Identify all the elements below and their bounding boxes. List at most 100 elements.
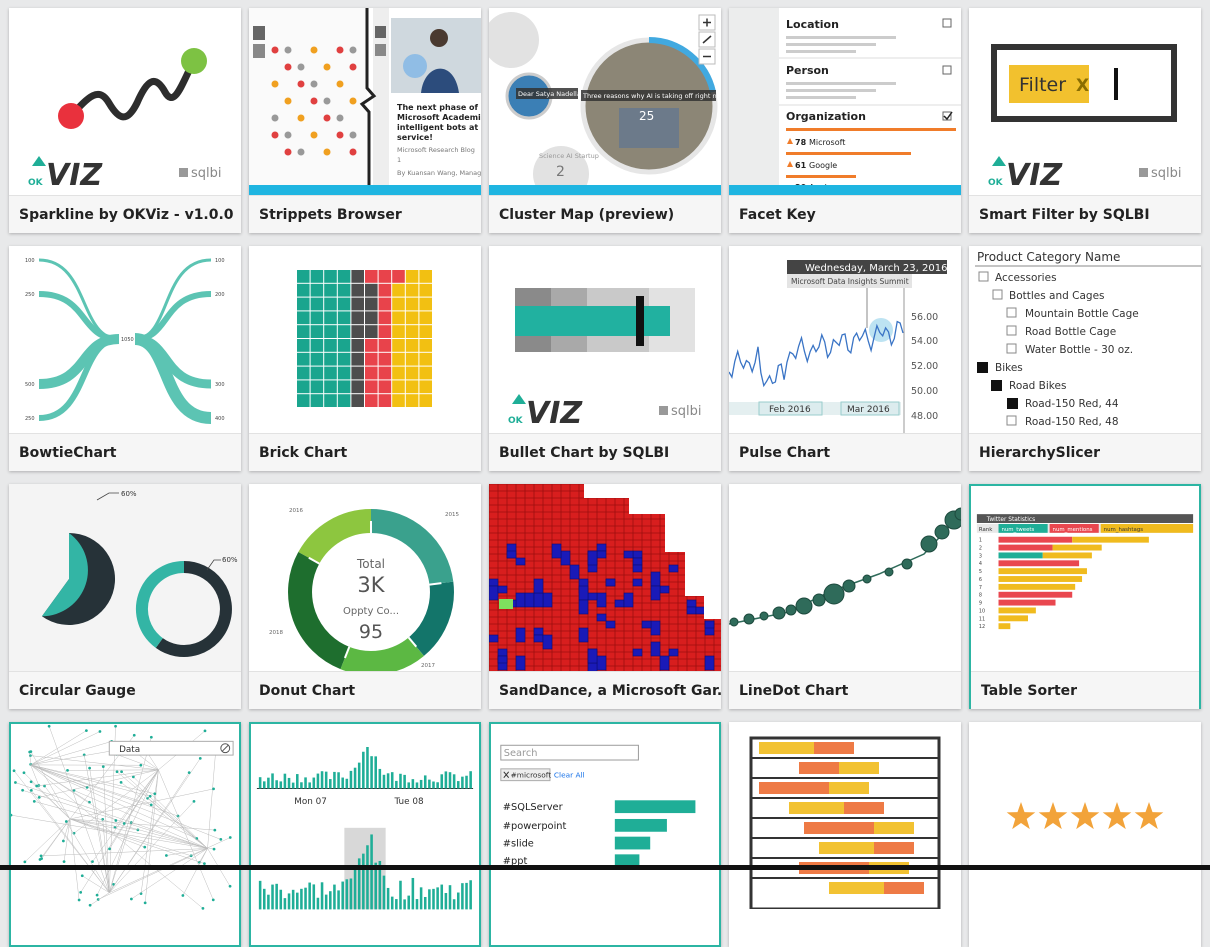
card-title: Brick Chart <box>249 433 481 471</box>
decoration <box>445 893 448 909</box>
decoration <box>424 775 427 788</box>
decoration <box>311 47 318 54</box>
decoration <box>1007 802 1036 829</box>
visual-card[interactable]: Data <box>9 722 241 947</box>
decoration <box>65 820 68 823</box>
decoration <box>419 325 432 338</box>
decoration <box>365 298 378 311</box>
decoration <box>543 635 552 649</box>
bowtie-label: 250 <box>25 416 35 422</box>
decoration <box>102 765 105 768</box>
decoration <box>588 649 597 663</box>
visual-card[interactable]: Search #microsoft Clear All #SQLServer #… <box>489 722 721 947</box>
visual-card[interactable]: Wednesday, March 23, 2016 Microsoft Data… <box>729 246 961 471</box>
decoration <box>329 891 332 909</box>
visual-card[interactable]: OK VIZ sqlbi Sparkline by OKViz - v1.0.0 <box>9 8 241 233</box>
decoration <box>333 885 336 910</box>
thumbnail: Product Category Name Accessories Bottle… <box>969 246 1201 433</box>
decoration <box>705 656 714 670</box>
visual-card[interactable] <box>969 722 1201 947</box>
decoration <box>999 537 1073 543</box>
donut-center-label: Total <box>356 557 385 571</box>
visual-card[interactable]: LineDot Chart <box>729 484 961 709</box>
decoration: 1 2 3 4 5 6 7 8 9 10 11 12 <box>979 538 985 630</box>
decoration <box>597 551 606 558</box>
filter-tag[interactable]: #microsoft <box>511 771 552 780</box>
facet-count: 78 <box>795 138 807 147</box>
decoration <box>324 380 337 393</box>
visual-card[interactable]: Location Person Organization 78 Microsof… <box>729 8 961 233</box>
rank: 4 <box>979 561 982 567</box>
decoration <box>1007 398 1018 409</box>
decoration <box>123 822 126 825</box>
decoration <box>351 298 364 311</box>
decoration <box>432 782 435 789</box>
decoration <box>145 770 158 903</box>
bowtie-label: 250 <box>25 292 35 298</box>
decoration <box>395 899 398 909</box>
decoration <box>399 881 402 910</box>
card-title: Circular Gauge <box>9 671 241 709</box>
column-header: num_tweets <box>1001 527 1034 533</box>
decoration <box>272 47 279 54</box>
decoration <box>383 775 386 789</box>
decoration <box>338 394 351 407</box>
column-header: num_hashtags <box>1104 527 1144 533</box>
search-box[interactable]: Search <box>504 748 538 759</box>
visual-card[interactable]: The next phase of Microsoft Academic: in… <box>249 8 481 233</box>
visual-card[interactable]: 60% 60% Circular Gauge <box>9 484 241 709</box>
slice-label: 2016 <box>289 508 303 514</box>
decoration <box>338 325 351 338</box>
decoration <box>374 756 377 788</box>
decoration <box>29 754 32 757</box>
thumbnail <box>489 484 721 671</box>
tooltip-text: Microsoft Data Insights Summit <box>791 277 909 286</box>
visual-card[interactable]: SandDance, a Microsoft Gar... <box>489 484 721 709</box>
donut-center-value: 95 <box>359 621 383 643</box>
decoration <box>651 572 660 586</box>
visual-card[interactable]: Filter X OK VIZ sqlbi Smart Filter by SQ… <box>969 8 1201 233</box>
decoration <box>406 367 419 380</box>
decoration <box>419 298 432 311</box>
visual-card[interactable]: Total 3K Oppty Co... 95 2015 2016 2017 2… <box>249 484 481 709</box>
decoration <box>884 882 924 894</box>
decoration <box>311 132 318 139</box>
decoration <box>114 819 117 822</box>
visual-card[interactable]: OK VIZ sqlbi Bullet Chart by SQLBI <box>489 246 721 471</box>
visual-card[interactable]: Twitter Statistics Rank num_tweets num_m… <box>969 484 1201 709</box>
decoration <box>428 889 431 909</box>
decoration <box>229 836 232 839</box>
decoration <box>1103 802 1132 829</box>
decoration <box>844 802 884 814</box>
decoration <box>135 294 211 339</box>
decoration <box>28 751 31 754</box>
decoration <box>406 270 419 283</box>
thumbnail <box>249 246 481 433</box>
filter-chip: Filter <box>1019 74 1066 96</box>
decoration <box>23 861 26 864</box>
decoration <box>298 115 305 122</box>
decoration <box>436 887 439 909</box>
decoration <box>392 353 405 366</box>
decoration <box>979 272 988 281</box>
decoration <box>338 284 351 297</box>
decoration <box>350 132 357 139</box>
visual-card[interactable]: Product Category Name Accessories Bottle… <box>969 246 1201 471</box>
decoration <box>133 734 136 737</box>
visual-card[interactable] <box>729 722 961 947</box>
visual-card[interactable]: 100 250 500 250 1050 100 200 300 400 Bow… <box>9 246 241 471</box>
decoration <box>615 800 696 813</box>
logo-text: VIZ <box>526 396 583 431</box>
decoration <box>324 115 331 122</box>
visual-card[interactable]: Brick Chart <box>249 246 481 471</box>
decoration <box>338 367 351 380</box>
decoration <box>615 837 650 850</box>
visual-card[interactable]: Mon 07 Tue 08 <box>249 722 481 947</box>
decoration <box>350 47 357 54</box>
clear-link[interactable]: Clear All <box>554 771 585 780</box>
decoration <box>366 747 369 789</box>
thumbnail <box>729 484 961 671</box>
decoration <box>71 61 194 117</box>
visual-card[interactable]: Dear Satya Nadella Three reasons why AI … <box>489 8 721 233</box>
decoration <box>999 584 1076 590</box>
